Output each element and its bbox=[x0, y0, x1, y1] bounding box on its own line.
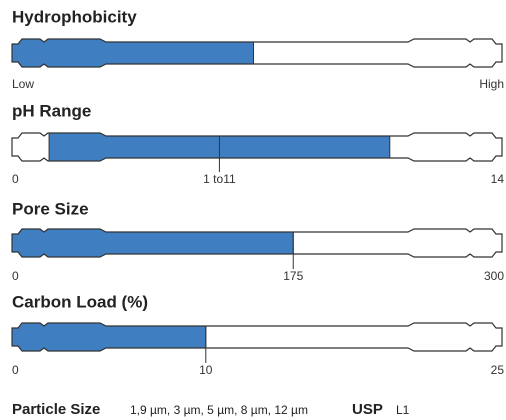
tick-label: 0 bbox=[12, 172, 19, 186]
tick-label: 25 bbox=[491, 363, 505, 377]
tick-label: 10 bbox=[199, 363, 213, 377]
tube-outline bbox=[11, 228, 503, 258]
tick-label: 1 to11 bbox=[203, 172, 236, 186]
tick-label: Low bbox=[12, 77, 34, 91]
gauge-fill bbox=[12, 229, 294, 257]
tick-label: 175 bbox=[283, 269, 303, 283]
gauge-title: Hydrophobicity bbox=[12, 7, 137, 26]
gauge-fill bbox=[12, 39, 254, 67]
fill-group bbox=[12, 39, 254, 67]
tube-outline bbox=[11, 132, 503, 162]
particle-label: Particle Size bbox=[12, 401, 100, 418]
tube-outline bbox=[11, 322, 503, 352]
tick-label: High bbox=[479, 77, 504, 91]
gauge-title: pH Range bbox=[12, 101, 91, 120]
gauge-fill bbox=[12, 323, 206, 351]
fill-group bbox=[12, 323, 207, 351]
gauge-title: Carbon Load (%) bbox=[12, 292, 148, 311]
usp-label: USP bbox=[352, 401, 383, 418]
fill-group bbox=[12, 229, 294, 257]
gauge-title: Pore Size bbox=[12, 199, 89, 218]
tick-label: 0 bbox=[12, 363, 19, 377]
tick-label: 0 bbox=[12, 269, 19, 283]
particle-sizes: 1,9 µm, 3 µm, 5 µm, 8 µm, 12 µm bbox=[130, 403, 308, 417]
tick-label: 300 bbox=[484, 269, 504, 283]
usp-value: L1 bbox=[396, 403, 410, 417]
tick-label: 14 bbox=[491, 172, 505, 186]
tube-outline bbox=[11, 38, 503, 68]
